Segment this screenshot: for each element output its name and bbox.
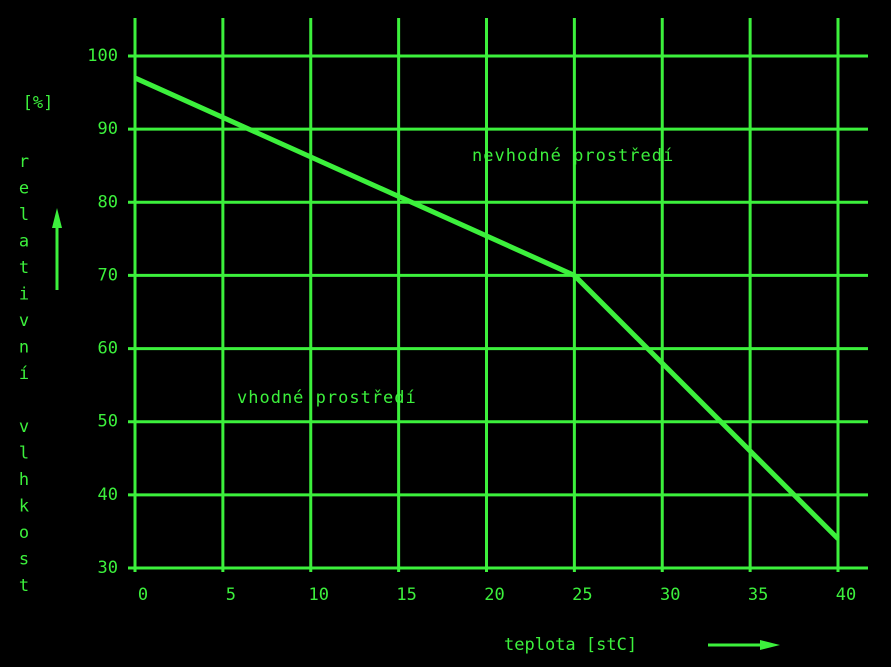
x-tick-label: 5 [226, 585, 236, 605]
y-tick-label: 100 [87, 46, 118, 66]
y-tick-label: 70 [98, 265, 118, 285]
x-tick-label: 15 [396, 585, 416, 605]
y-tick-label: 40 [98, 485, 118, 505]
x-tick-label: 20 [484, 585, 504, 605]
y-tick-label: 80 [98, 192, 118, 212]
x-tick-label: 30 [660, 585, 680, 605]
y-tick-label: 90 [98, 119, 118, 139]
y-tick-label: 50 [98, 412, 118, 432]
y-axis-label: relativní vlhkost [14, 152, 34, 603]
data-line [133, 75, 840, 541]
x-tick-label: 35 [748, 585, 768, 605]
x-tick-label: 0 [138, 585, 148, 605]
y-tick-label: 60 [98, 339, 118, 359]
x-tick-label: 25 [572, 585, 592, 605]
x-tick-label: 40 [836, 585, 856, 605]
x-arrow [708, 640, 780, 650]
y-unit: [%] [23, 93, 54, 113]
annotation: vhodné prostředí [237, 388, 417, 408]
y-arrow [52, 208, 62, 290]
x-axis-label: teplota [stC] [504, 635, 637, 655]
x-tick-label: 10 [309, 585, 329, 605]
annotation: nevhodné prostředí [472, 146, 674, 166]
y-tick-label: 30 [98, 558, 118, 578]
